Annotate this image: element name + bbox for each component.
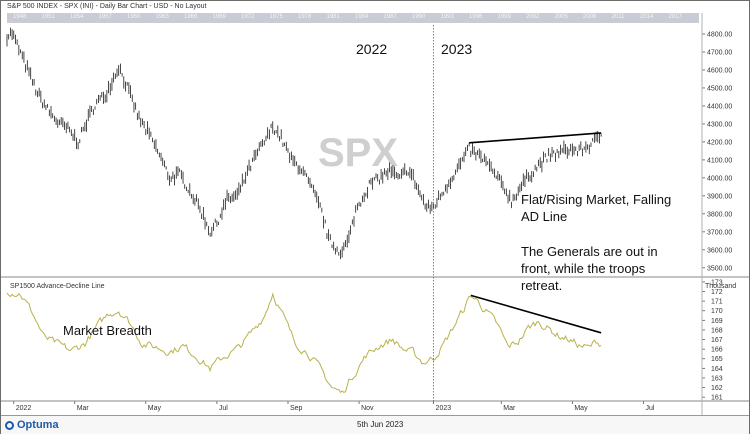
decade-strip-label: 2005 (554, 14, 568, 20)
decade-strip-label: 1954 (70, 14, 84, 20)
annotation-generals: The Generals are out in (521, 244, 658, 259)
price-axis-label: 4700.00 (707, 49, 732, 56)
optuma-logo-icon (5, 421, 14, 430)
price-axis-label: 4400.00 (707, 103, 732, 110)
x-axis-label: Mar (77, 405, 90, 412)
annotation-generals: front, while the troops (521, 261, 646, 276)
decade-strip-label: 1963 (155, 14, 169, 20)
decade-strip-label: 1951 (41, 14, 55, 20)
ad-axis-label: 169 (711, 318, 723, 325)
year-label-2022: 2022 (356, 41, 387, 57)
chart-header: S&P 500 INDEX - SPX (INI) - Daily Bar Ch… (7, 3, 207, 10)
price-axis-label: 4200.00 (707, 139, 732, 146)
price-axis-label: 4500.00 (707, 85, 732, 92)
x-axis-label: Sep (290, 405, 303, 412)
x-axis-label: May (574, 405, 588, 412)
ad-axis-label: 167 (711, 337, 723, 344)
decade-strip-label: 1948 (13, 14, 27, 20)
brand-name: Optuma (17, 419, 59, 431)
annotation-generals: retreat. (521, 278, 562, 293)
ad-line-series (6, 292, 602, 394)
decade-strip-label: 1972 (241, 14, 255, 20)
ad-axis-label: 164 (711, 366, 723, 373)
ad-axis-label: 168 (711, 327, 723, 334)
ad-axis-unit: Thousand (705, 283, 736, 290)
decade-strip-label: 1993 (440, 14, 454, 20)
ad-panel-title: SP1500 Advance-Decline Line (10, 283, 105, 290)
x-axis-label: 2023 (436, 405, 452, 412)
price-axis-label: 4000.00 (707, 175, 732, 182)
x-axis-label: Nov (361, 405, 374, 412)
footer-date: 5th Jun 2023 (357, 420, 404, 429)
decade-strip-label: 1960 (127, 14, 141, 20)
ad-axis-label: 162 (711, 385, 723, 392)
decade-strip-label: 2008 (583, 14, 597, 20)
optuma-logo: Optuma (5, 419, 59, 431)
decade-strip-label: 1981 (326, 14, 340, 20)
price-trendline (469, 132, 602, 144)
price-axis-label: 3800.00 (707, 211, 732, 218)
decade-strip-label: 2017 (668, 14, 682, 20)
decade-strip-label: 1969 (212, 14, 226, 20)
annotation-flat-rising: Flat/Rising Market, Falling (521, 192, 671, 207)
annotation-flat-rising: AD Line (521, 209, 567, 224)
decade-strip-label: 1957 (98, 14, 112, 20)
x-axis-label: 2022 (16, 405, 32, 412)
price-axis-label: 4300.00 (707, 121, 732, 128)
footer-bar: Optuma 5th Jun 2023 (1, 415, 749, 434)
decade-strip-label: 1975 (269, 14, 283, 20)
decade-strip-label: 1987 (383, 14, 397, 20)
x-axis-label: Jul (645, 405, 654, 412)
spx-chart: SPX 4800.004700.004600.004500.004400.004… (1, 13, 749, 415)
decade-strip-label: 1978 (298, 14, 312, 20)
price-axis-label: 4800.00 (707, 31, 732, 38)
axes-layer: 4800.00 4700.00 4600.00 4500.00 4400.00 4300.… (10, 31, 736, 412)
decade-strip-label: 1996 (469, 14, 483, 20)
decade-strip: 1948 1951 1954 1957 1960 1963 1966 1969 1972 1975… (7, 13, 699, 23)
decade-strip-label: 2011 (611, 14, 625, 20)
decade-strip-label: 1984 (355, 14, 369, 20)
ad-trendline (470, 294, 602, 334)
ad-axis-label: 171 (711, 299, 723, 306)
ad-axis-label: 165 (711, 356, 723, 363)
watermark-text: SPX (318, 131, 398, 175)
ad-axis-label: 173 (711, 279, 723, 286)
price-axis-label: 4600.00 (707, 67, 732, 74)
decade-strip-label: 2014 (640, 14, 654, 20)
decade-strip-label: 1966 (184, 14, 198, 20)
ad-line-layer (6, 292, 602, 394)
ad-axis-label: 170 (711, 308, 723, 315)
annotation-market-breadth: Market Breadth (63, 323, 152, 338)
ad-axis-label: 166 (711, 347, 723, 354)
decade-strip-label: 1999 (497, 14, 511, 20)
ad-axis-label: 172 (711, 289, 723, 296)
price-axis-label: 4100.00 (707, 157, 732, 164)
decade-strip-label: 1990 (412, 14, 426, 20)
x-axis-label: Jul (219, 405, 228, 412)
price-axis-label: 3700.00 (707, 229, 732, 236)
ad-axis-label: 163 (711, 375, 723, 382)
decade-strip-label: 2002 (526, 14, 540, 20)
price-bars-layer: SPX (6, 27, 602, 260)
x-axis-label: Mar (503, 405, 516, 412)
year-label-2023: 2023 (441, 41, 472, 57)
price-axis-label: 3600.00 (707, 247, 732, 254)
x-axis-label: May (148, 405, 162, 412)
ad-axis-label: 161 (711, 395, 723, 402)
price-axis-label: 3900.00 (707, 193, 732, 200)
price-axis-label: 3500.00 (707, 265, 732, 272)
